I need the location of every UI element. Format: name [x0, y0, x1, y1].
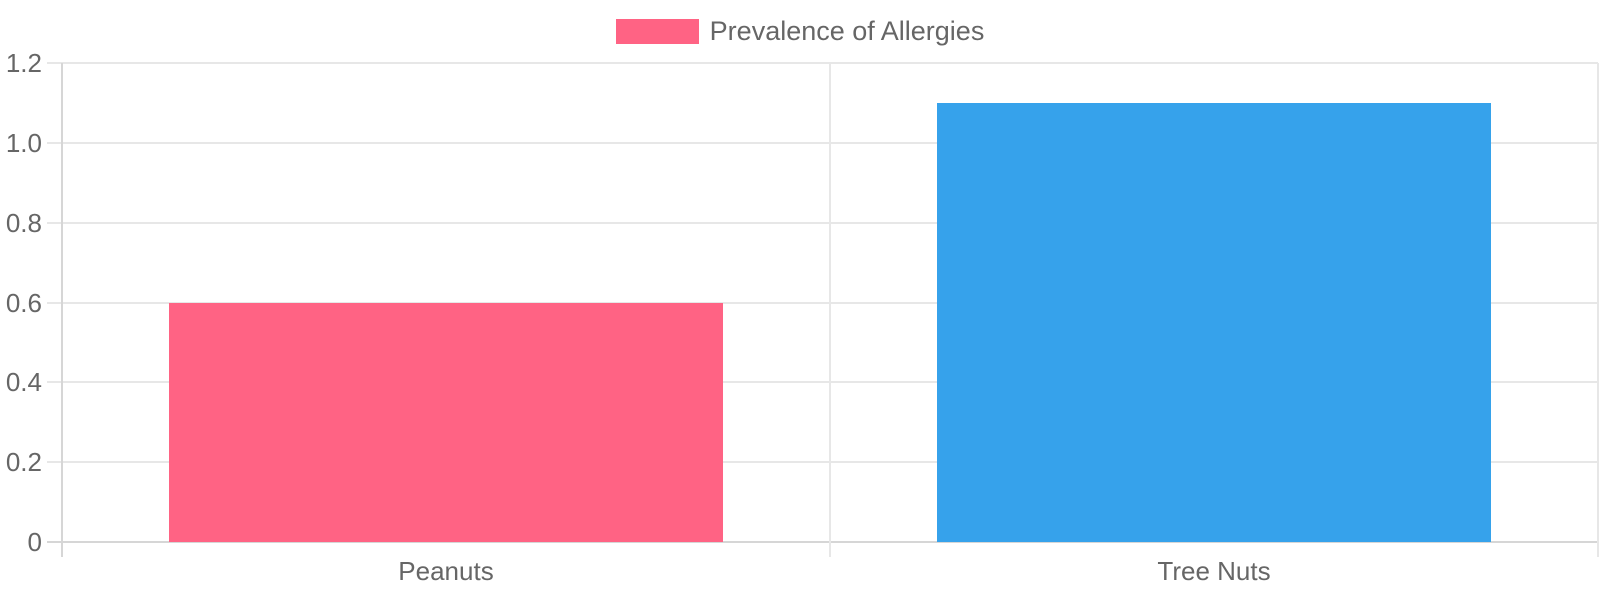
- y-tick-label: 0.8: [5, 207, 42, 238]
- y-tick-0.4: [47, 381, 62, 384]
- gridline-x-2: [1597, 63, 1599, 557]
- y-tick-label: 0.4: [5, 367, 42, 398]
- legend[interactable]: Prevalence of Allergies: [0, 16, 1600, 46]
- y-tick-1.2: [47, 62, 62, 64]
- y-tick-0.6: [47, 301, 62, 304]
- bar-peanuts[interactable]: [169, 302, 723, 542]
- y-tick-label: 0: [27, 527, 42, 557]
- gridline-x-0: [61, 63, 63, 557]
- y-tick-0.2: [47, 461, 62, 464]
- y-tick-label: 1.0: [5, 127, 42, 158]
- x-tick-label-tree-nuts: Tree Nuts: [1157, 556, 1271, 586]
- legend-swatch: [615, 18, 699, 44]
- y-tick-1.0: [47, 141, 62, 144]
- x-tick-label-peanuts: Peanuts: [398, 556, 494, 586]
- y-tick-0.8: [47, 221, 62, 224]
- legend-label: Prevalence of Allergies: [709, 16, 985, 46]
- y-tick-label: 0.2: [5, 447, 42, 478]
- y-tick-label: 0.6: [5, 287, 42, 318]
- bar-tree-nuts[interactable]: [937, 102, 1491, 542]
- gridline-x-1: [829, 63, 831, 557]
- y-tick-label: 1.2: [5, 48, 42, 78]
- y-tick-0: [47, 541, 62, 543]
